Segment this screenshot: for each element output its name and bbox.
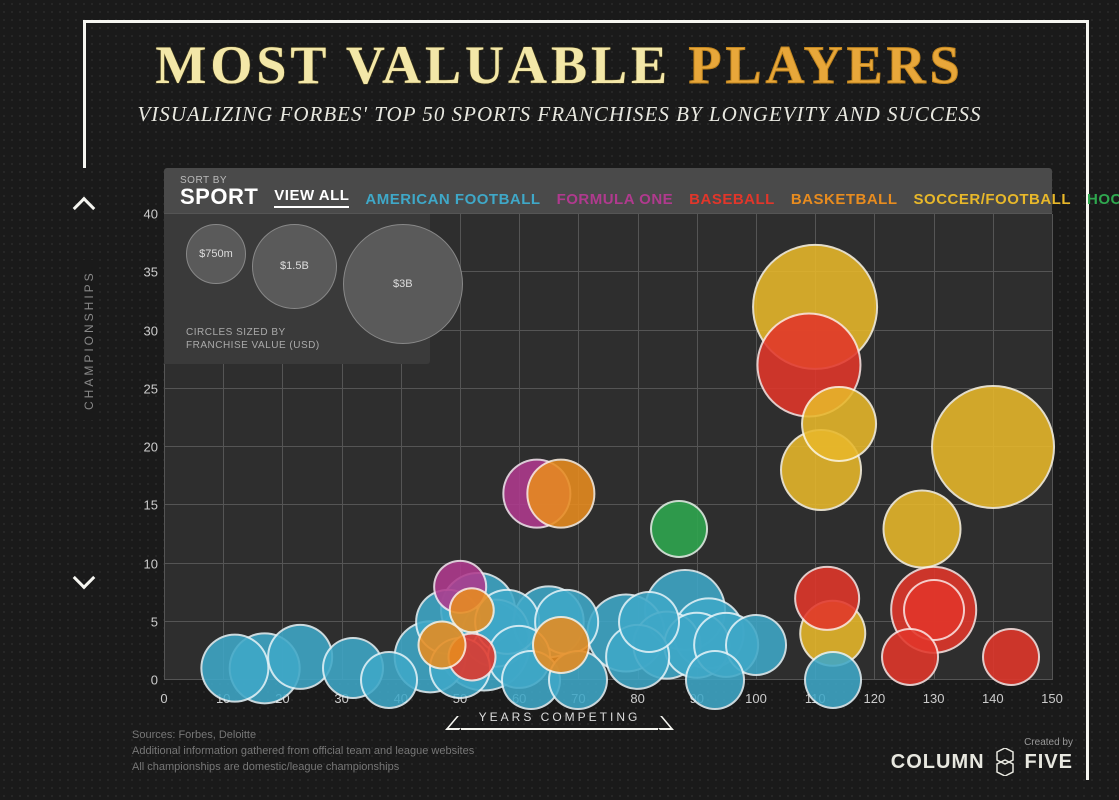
ytick: 15: [130, 498, 158, 513]
bubble-hockey[interactable]: [650, 500, 708, 558]
credit-brand1: COLUMN: [891, 751, 985, 774]
bubble-baseball[interactable]: [982, 628, 1040, 686]
filter-basketball[interactable]: BASKETBALL: [791, 191, 898, 208]
xtick: 130: [923, 691, 945, 706]
page-title: MOST VALUABLE PLAYERS: [0, 38, 1119, 92]
filter-view-all[interactable]: VIEW ALL: [274, 187, 349, 208]
legend-circle: $3B: [343, 224, 463, 344]
filter-baseball[interactable]: BASEBALL: [689, 191, 775, 208]
ytick: 0: [130, 673, 158, 688]
bubble-american_football[interactable]: [267, 624, 333, 690]
sort-label: SORT BY SPORT: [180, 176, 258, 208]
xtick: 80: [630, 691, 644, 706]
bubble-american_football[interactable]: [685, 650, 745, 710]
gridline-h: [164, 388, 1052, 389]
legend-circle: $750m: [186, 224, 246, 284]
credit-brand2: FIVE: [1025, 751, 1073, 774]
bubble-american_football[interactable]: [618, 591, 680, 653]
sort-bar: SORT BY SPORT VIEW ALL AMERICAN FOOTBALL F…: [164, 168, 1052, 214]
title-part2: PLAYERS: [689, 35, 964, 95]
chart-area: 0510152025303540010203040506070809010011…: [164, 214, 1052, 680]
credit: Created by COLUMN FIVE: [891, 737, 1073, 776]
ytick: 35: [130, 265, 158, 280]
xtick: 150: [1041, 691, 1063, 706]
bubble-baseball[interactable]: [794, 566, 860, 632]
y-axis-chevron-bottom: [73, 567, 96, 590]
bubble-basketball[interactable]: [526, 459, 595, 528]
credit-small: Created by: [891, 737, 1073, 748]
bubble-american_football[interactable]: [804, 651, 862, 709]
size-legend: $750m$1.5B$3B CIRCLES SIZED BYFRANCHISE …: [164, 214, 430, 364]
y-axis-chevron-top: [73, 197, 96, 220]
filter-soccer-football[interactable]: SOCCER/FOOTBALL: [914, 191, 1072, 208]
bubble-soccer[interactable]: [801, 386, 877, 462]
column-five-logo-icon: [991, 748, 1019, 776]
x-axis-label-wrap: YEARS COMPETING: [0, 708, 1119, 730]
y-axis-label: CHAMPIONSHIPS: [82, 260, 96, 420]
ytick: 30: [130, 323, 158, 338]
ytick: 25: [130, 381, 158, 396]
ytick: 5: [130, 614, 158, 629]
bubble-american_football[interactable]: [200, 634, 269, 703]
bubble-american_football[interactable]: [360, 651, 418, 709]
xtick: 100: [745, 691, 767, 706]
gridline-v: [874, 214, 875, 680]
ytick: 20: [130, 440, 158, 455]
subtitle: VISUALIZING FORBES' TOP 50 SPORTS FRANCH…: [0, 102, 1119, 127]
credit-brand: COLUMN FIVE: [891, 748, 1073, 776]
header: MOST VALUABLE PLAYERS VISUALIZING FORBES…: [0, 38, 1119, 127]
xtick: 120: [864, 691, 886, 706]
xtick: 140: [982, 691, 1004, 706]
footer-line1: Sources: Forbes, Deloitte: [132, 728, 474, 744]
gridline-h: [164, 446, 1052, 447]
xtick: 0: [160, 691, 167, 706]
footer-line3: All championships are domestic/league ch…: [132, 760, 474, 776]
sort-label-big: SPORT: [180, 186, 258, 208]
bubble-soccer[interactable]: [931, 385, 1055, 509]
x-axis-label: YEARS COMPETING: [461, 710, 659, 730]
bubble-basketball[interactable]: [532, 616, 590, 674]
footer-sources: Sources: Forbes, Deloitte Additional inf…: [132, 728, 474, 776]
bubble-soccer[interactable]: [882, 489, 961, 568]
title-part1: MOST VALUABLE: [155, 35, 671, 95]
ytick: 10: [130, 556, 158, 571]
legend-circle: $1.5B: [252, 224, 337, 309]
ytick: 40: [130, 207, 158, 222]
legend-note: CIRCLES SIZED BYFRANCHISE VALUE (USD): [186, 326, 320, 352]
filter-hockey[interactable]: HOCKEY: [1087, 191, 1119, 208]
filter-formula-one[interactable]: FORMULA ONE: [557, 191, 674, 208]
filter-american-football[interactable]: AMERICAN FOOTBALL: [365, 191, 540, 208]
footer-line2: Additional information gathered from off…: [132, 744, 474, 760]
bubble-baseball[interactable]: [881, 628, 939, 686]
